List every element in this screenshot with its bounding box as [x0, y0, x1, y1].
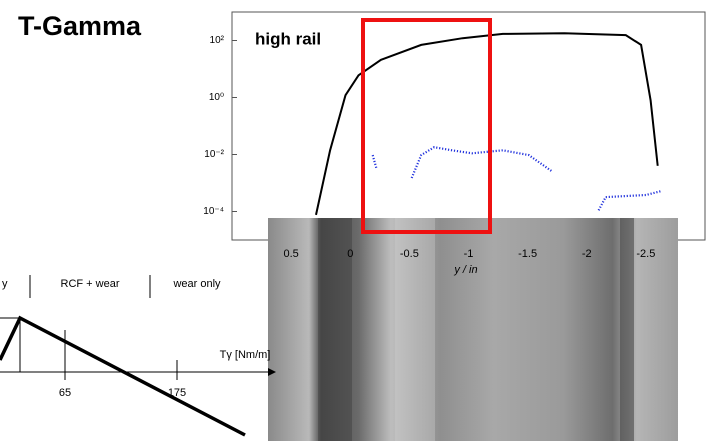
- y-tick-label: 10⁰: [209, 92, 224, 103]
- slide-title: T-Gamma: [18, 11, 142, 41]
- x-tick-label: 0.5: [283, 248, 298, 260]
- series-line: [373, 147, 662, 210]
- x-tick-label: -1: [464, 248, 474, 260]
- y-tick-label: 10⁻⁴: [203, 206, 224, 217]
- zone-diagram: y RCF + wear wear only Tγ [Nm/m] 65 175: [0, 275, 276, 435]
- page: T-Gamma high rail 10²10⁰10⁻²10⁻⁴ y / in …: [0, 0, 708, 441]
- slide: T-Gamma high rail 10²10⁰10⁻²10⁻⁴ y / in …: [0, 0, 708, 441]
- x-tick-label: -1.5: [518, 248, 537, 260]
- axis-label: Tγ [Nm/m]: [220, 349, 271, 361]
- zone-label: y: [2, 278, 8, 290]
- y-tick-label: 10²: [210, 35, 225, 46]
- chart: high rail 10² 10⁰ 10⁻² 10⁻⁴: [203, 12, 705, 240]
- x-tick-label: -0.5: [400, 248, 419, 260]
- series-line: [316, 33, 658, 215]
- tick-label: 65: [59, 387, 71, 399]
- tick-label: 175: [168, 387, 186, 399]
- damage-curve: [0, 318, 245, 435]
- x-tick-label: 0: [347, 248, 353, 260]
- zone-label: RCF + wear: [61, 278, 120, 290]
- x-axis-label: y / in: [453, 264, 477, 276]
- highlight-box: [363, 20, 490, 232]
- y-tick-label: 10⁻²: [204, 149, 224, 160]
- annotation: high rail: [255, 29, 321, 48]
- zone-label: wear only: [172, 278, 221, 290]
- x-tick-label: -2: [582, 248, 592, 260]
- x-tick-label: -2.5: [636, 248, 655, 260]
- photo-band: [620, 218, 634, 441]
